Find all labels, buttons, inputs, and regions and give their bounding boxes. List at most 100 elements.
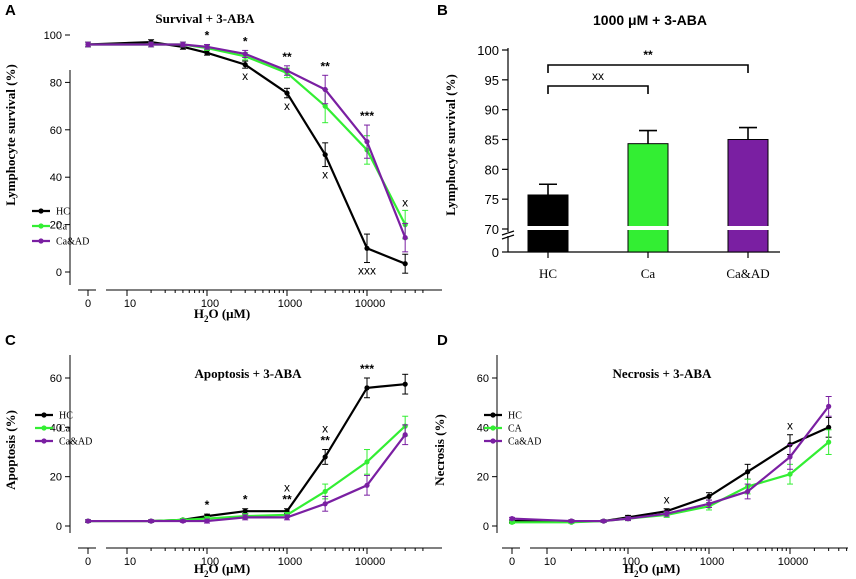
y-axis-label: Apoptosis (%) [3,410,18,490]
data-point [180,518,186,524]
data-point [402,381,408,387]
data-point [664,511,670,517]
panel-letter: A [5,2,16,19]
panel-b: B 1000 μM + 3-ABA Lymphocyte survival (%) 0… [437,2,780,281]
y-tick-label: 20 [50,220,62,232]
legend-label: HC [508,411,522,422]
x-axis-label-part: O [638,561,648,576]
x-tick-label: 100 [622,556,640,568]
x-tick-label: 1000 [278,556,302,568]
legend-label: Ca&AD [508,437,541,448]
data-point [284,514,290,520]
axis-break-mark [501,230,515,236]
data-point [706,501,712,507]
data-point [706,493,712,499]
y-tick-label: 0 [492,245,499,260]
bar-ca-ad [727,139,769,253]
x-axis-label-part: O [208,561,218,576]
y-tick-label: 75 [485,192,499,207]
bar-break-band [627,226,669,230]
x-axis-label: H2O (μM) [194,306,250,324]
data-point [284,90,290,96]
data-point [364,459,370,465]
y-tick-label: 20 [477,472,489,484]
data-point [826,439,832,445]
data-point [364,385,370,391]
chart-title: Survival + 3-ABA [155,11,255,26]
data-point [364,482,370,488]
data-point [625,516,631,522]
significance-star: ** [282,50,292,64]
panel-letter: C [5,332,16,349]
legend-label: Ca [59,424,71,435]
legend-label: Ca [56,222,68,233]
data-point [787,471,793,477]
data-point [826,424,832,430]
x-axis-label-part: H [194,561,204,576]
legend-label: Ca&AD [59,437,92,448]
x-category-label: Ca&AD [726,266,769,281]
data-point [242,514,248,520]
significance-star: *** [360,109,374,123]
x-tick-label: 100 [201,298,219,310]
x-tick-label: 10 [124,298,136,310]
legend-label: HC [59,411,73,422]
chart-title: Necrosis + 3-ABA [613,366,712,381]
chart-title: Apoptosis + 3-ABA [194,366,302,381]
x-axis-label-unit: (μM) [649,561,681,576]
x-axis-label-part: H [194,306,204,321]
data-point [364,139,370,145]
data-point [204,518,210,524]
x-tick-label: 10 [544,556,556,568]
y-tick-label: 60 [50,373,62,385]
x-axis-label-subscript: 2 [634,569,639,579]
x-tick-label: 0 [85,556,91,568]
significance-cross: x [284,481,290,495]
x-tick-label: 1000 [700,556,724,568]
x-axis-label: H2O (μM) [194,561,250,579]
y-axis-label: Lymphocyte survival (%) [443,74,458,216]
data-point [402,235,408,241]
data-point [601,518,607,524]
x-axis-label-subscript: 2 [204,569,209,579]
x-axis-label-unit: (μM) [219,306,251,321]
x-tick-label: 10000 [355,298,386,310]
y-tick-label: 95 [485,73,499,88]
data-point [322,152,328,158]
x-axis-label-part: O [208,306,218,321]
x-tick-label: 0 [85,298,91,310]
data-point [402,261,408,267]
y-tick-label: 100 [477,43,499,58]
bar-ca [627,143,669,253]
significance-cross: x [787,419,793,433]
legend-marker [490,438,496,444]
data-point [322,501,328,507]
significance-label: xx [592,69,604,83]
panel-c: C Apoptosis + 3-ABA Apoptosis (%) 0 20 40 60 0 1… [3,332,442,579]
bar-break-band [727,226,769,230]
x-tick-label: 100 [201,556,219,568]
data-point [148,41,154,48]
x-axis-label-part: H [624,561,634,576]
y-tick-label: 60 [50,125,62,137]
significance-star: *** [360,362,374,376]
panel-letter: B [437,2,448,19]
chart-title: 1000 μM + 3-ABA [593,12,707,28]
data-point [242,51,248,57]
y-tick-label: 20 [50,472,62,484]
legend-marker [490,412,496,418]
legend-marker [38,223,44,229]
series-line-ca-ad [88,434,407,523]
significance-cross: x [242,69,248,83]
x-category-label: HC [539,266,557,281]
series-line-hc [512,426,830,523]
legend-marker [490,425,496,431]
legend-marker [41,438,47,444]
significance-cross: x [664,493,670,507]
significance-cross: xxx [358,264,376,278]
data-point [322,488,328,495]
y-tick-label: 0 [56,267,62,279]
data-point [242,62,248,68]
x-tick-label: 10 [124,556,136,568]
